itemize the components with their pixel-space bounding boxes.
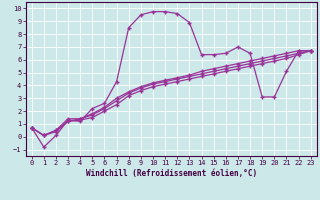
X-axis label: Windchill (Refroidissement éolien,°C): Windchill (Refroidissement éolien,°C)	[86, 169, 257, 178]
